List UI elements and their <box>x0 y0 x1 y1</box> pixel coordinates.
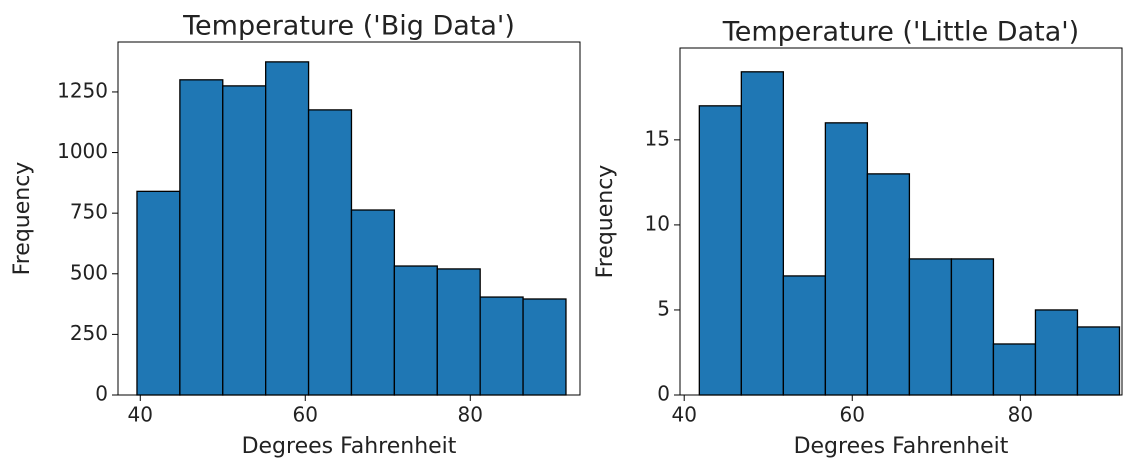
y-tick-label: 5 <box>657 296 670 320</box>
bar <box>393 265 438 396</box>
bar <box>698 105 742 396</box>
y-tick-label: 1000 <box>57 139 108 163</box>
chart-title: Temperature ('Big Data') <box>182 11 515 42</box>
bar <box>908 258 953 396</box>
x-axis-label: Degrees Fahrenheit <box>242 434 457 459</box>
y-tick-label: 500 <box>70 260 108 284</box>
x-tick-label: 60 <box>293 403 318 427</box>
bar <box>1076 326 1121 396</box>
x-tick-label: 40 <box>671 403 696 427</box>
x-tick-label: 80 <box>1008 403 1033 427</box>
y-tick-label: 10 <box>645 211 670 235</box>
y-tick-label: 750 <box>70 200 108 224</box>
bar <box>992 343 1037 396</box>
bar <box>179 79 224 396</box>
y-tick-label: 1250 <box>57 78 108 102</box>
y-tick-label: 0 <box>657 382 670 406</box>
bar <box>436 268 481 396</box>
bar <box>307 109 353 396</box>
y-axis-label: Frequency <box>593 165 618 279</box>
bar <box>350 209 396 396</box>
y-tick-label: 250 <box>70 321 108 345</box>
bar <box>479 296 524 396</box>
bar <box>782 275 827 396</box>
plot-frame <box>117 41 581 396</box>
bar <box>740 71 785 396</box>
bar <box>265 61 310 396</box>
bar <box>136 190 181 396</box>
bar <box>824 122 869 396</box>
x-tick-label: 80 <box>458 403 483 427</box>
bar <box>950 258 995 396</box>
x-tick-label: 40 <box>128 403 153 427</box>
bar <box>866 173 911 396</box>
y-tick-label: 15 <box>645 126 670 150</box>
bar <box>222 85 267 396</box>
plot-frame <box>679 47 1123 396</box>
chart-title: Temperature ('Little Data') <box>722 17 1079 48</box>
y-tick-label: 0 <box>95 382 108 406</box>
bar <box>1034 309 1079 396</box>
x-axis-label: Degrees Fahrenheit <box>794 434 1009 459</box>
x-tick-label: 60 <box>840 403 865 427</box>
y-axis-label: Frequency <box>10 162 35 276</box>
bar <box>522 298 567 396</box>
